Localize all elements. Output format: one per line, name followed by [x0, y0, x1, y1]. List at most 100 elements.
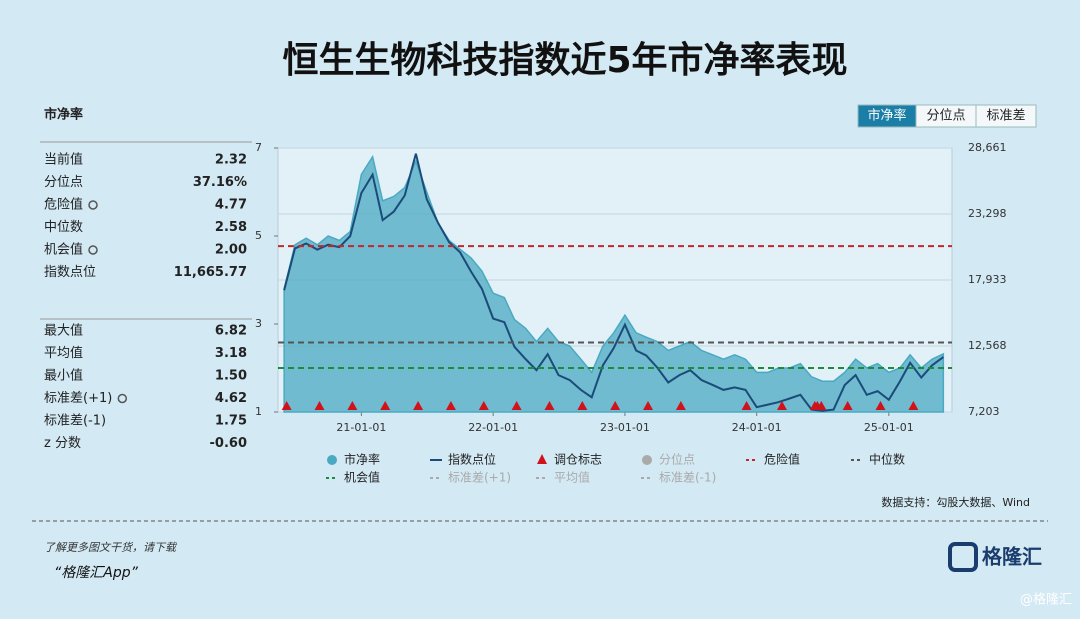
- legend-item[interactable]: 分位点: [642, 452, 695, 467]
- legend-item[interactable]: 危险值: [746, 452, 800, 467]
- stat-label: 最小值: [44, 368, 83, 384]
- rebalance-marker: [842, 401, 853, 410]
- stat-label: 危险值: [44, 197, 83, 213]
- rebalance-marker: [544, 401, 555, 410]
- stat-label: 中位数: [44, 220, 83, 235]
- legend-symbol: [537, 454, 547, 464]
- y-tick-label: 7: [255, 141, 262, 154]
- pb-area: [283, 154, 945, 413]
- legend-item[interactable]: 标准差(+1): [430, 471, 511, 485]
- stat-label: 标准差(-1): [44, 414, 106, 429]
- watermark: @格隆汇: [1020, 592, 1072, 608]
- footer-note: 了解更多图文干货，请下载: [44, 541, 178, 554]
- legend-label[interactable]: 分位点: [659, 452, 695, 467]
- stat-value: 3.18: [215, 346, 247, 361]
- rebalance-marker: [445, 401, 456, 410]
- legend-item[interactable]: 平均值: [536, 470, 590, 485]
- rebalance-marker: [380, 401, 391, 410]
- x-tick-label: 23-01-01: [600, 421, 650, 434]
- rebalance-marker: [741, 401, 752, 410]
- tab[interactable]: 标准差: [975, 104, 1037, 128]
- tab[interactable]: 市净率: [857, 104, 917, 128]
- stat-value: 37.16%: [193, 175, 247, 190]
- y2-tick-label: 7,203: [968, 405, 1000, 418]
- stat-value: 1.50: [215, 369, 247, 384]
- x-tick-label: 22-01-01: [468, 421, 518, 434]
- y2-tick-label: 28,661: [968, 141, 1007, 154]
- index-line: [283, 153, 944, 412]
- stat-label: 最大值: [44, 323, 83, 339]
- rebalance-marker: [675, 401, 686, 410]
- legend-item[interactable]: 机会值: [326, 470, 380, 485]
- rebalance-marker: [610, 401, 621, 410]
- stat-label: 当前值: [44, 152, 83, 168]
- title: 恒生生物科技指数近5年市净率表现: [282, 40, 847, 81]
- legend-label[interactable]: 平均值: [554, 470, 590, 485]
- panel-title: 市净率: [44, 107, 83, 123]
- y-tick-label: 3: [255, 317, 262, 330]
- y2-tick-label: 12,568: [968, 339, 1007, 352]
- rebalance-marker: [816, 401, 827, 410]
- legend-label[interactable]: 中位数: [869, 452, 905, 467]
- y-tick-label: 1: [255, 405, 262, 418]
- rebalance-marker: [413, 401, 424, 410]
- stat-value: 2.32: [215, 153, 247, 168]
- legend-item[interactable]: 中位数: [851, 452, 905, 467]
- legend-item[interactable]: 市净率: [327, 452, 380, 467]
- gear-icon: [117, 393, 128, 404]
- stat-value: 1.75: [215, 414, 247, 429]
- legend-item[interactable]: 调仓标志: [537, 453, 602, 467]
- legend-label[interactable]: 机会值: [344, 470, 380, 485]
- stat-value: -0.60: [210, 436, 247, 451]
- rebalance-marker: [875, 401, 886, 410]
- stat-label: 机会值: [44, 242, 83, 258]
- legend-label[interactable]: 标准差(-1): [659, 471, 716, 485]
- stat-label: 标准差(+1): [44, 391, 112, 406]
- stat-label: z 分数: [44, 436, 81, 451]
- stat-label: 指数点位: [44, 265, 96, 280]
- rebalance-marker: [511, 401, 522, 410]
- tab-label[interactable]: 市净率: [867, 108, 906, 124]
- rebalance-marker: [908, 401, 919, 410]
- legend-label[interactable]: 调仓标志: [554, 453, 602, 467]
- legend-label[interactable]: 指数点位: [448, 452, 496, 467]
- legend-label[interactable]: 标准差(+1): [448, 471, 511, 485]
- logo-text: 格隆汇: [982, 545, 1042, 569]
- stat-value: 4.62: [215, 391, 247, 406]
- rebalance-marker: [281, 401, 292, 410]
- legend-symbol: [642, 455, 652, 465]
- stat-value: 6.82: [215, 324, 247, 339]
- tab-bg[interactable]: [975, 104, 1037, 128]
- rebalance-marker: [347, 401, 358, 410]
- stat-label: 分位点: [44, 175, 83, 190]
- x-tick-label: 25-01-01: [864, 421, 914, 434]
- stat-value: 4.77: [215, 198, 247, 213]
- tab-label[interactable]: 分位点: [926, 109, 965, 124]
- source: 数据支持：勾股大数据、Wind: [881, 495, 1030, 509]
- legend-label[interactable]: 危险值: [764, 452, 800, 467]
- y2-tick-label: 23,298: [968, 207, 1007, 220]
- legend-item[interactable]: 标准差(-1): [641, 471, 716, 485]
- x-tick-label: 21-01-01: [336, 421, 386, 434]
- legend-symbol: [327, 455, 337, 465]
- stat-value: 2.58: [215, 220, 247, 235]
- tab[interactable]: 分位点: [915, 104, 977, 128]
- gear-icon: [88, 245, 98, 255]
- rebalance-marker: [776, 401, 787, 410]
- tab-label[interactable]: 标准差: [986, 109, 1025, 124]
- footer-app: “格隆汇App”: [54, 565, 139, 581]
- logo-icon: [948, 542, 978, 572]
- rebalance-marker: [314, 401, 325, 410]
- y-tick-label: 5: [255, 229, 262, 242]
- stat-value: 11,665.77: [174, 265, 247, 280]
- gear-icon: [88, 200, 98, 210]
- x-tick-label: 24-01-01: [732, 421, 782, 434]
- stat-label: 平均值: [44, 345, 83, 361]
- rebalance-marker: [643, 401, 654, 410]
- y2-tick-label: 17,933: [968, 273, 1007, 286]
- rebalance-marker: [577, 401, 588, 410]
- legend-item[interactable]: 指数点位: [430, 452, 496, 467]
- stat-value: 2.00: [215, 243, 247, 258]
- legend-label[interactable]: 市净率: [344, 452, 380, 467]
